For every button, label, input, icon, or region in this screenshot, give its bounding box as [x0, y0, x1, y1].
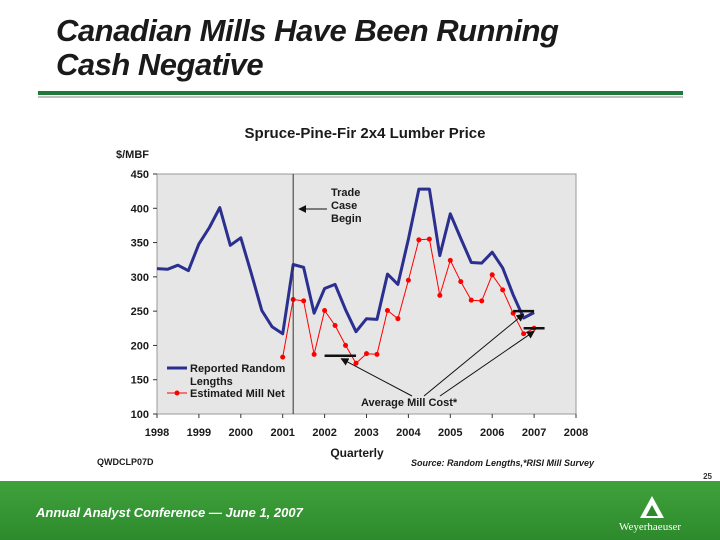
mill-net-point	[280, 354, 286, 360]
mill-net-point	[468, 297, 474, 303]
y-tick-label: 300	[131, 272, 149, 284]
x-tick-label: 2008	[564, 427, 588, 439]
x-tick-label: 2006	[480, 427, 504, 439]
y-tick-label: 250	[131, 306, 149, 318]
mill-net-point	[426, 236, 432, 242]
title-underline	[38, 91, 683, 95]
series-line-reported	[156, 187, 535, 336]
slide-title-line2: Cash Negative	[56, 47, 264, 82]
mill-net-point	[301, 298, 307, 304]
y-axis-label: $/MBF	[116, 149, 149, 161]
slide-code: QWDCLP07D	[97, 457, 154, 467]
trade-case-label: Trade Case Begin	[331, 187, 362, 225]
legend-marker-mill-net	[174, 390, 180, 396]
y-tick-label: 350	[131, 238, 149, 250]
y-tick-label: 100	[131, 409, 149, 421]
mill-net-point	[374, 351, 380, 357]
footer-text: Annual Analyst Conference — June 1, 2007	[36, 505, 303, 520]
mill-net-point	[521, 331, 527, 337]
mill-net-point	[343, 342, 349, 348]
mill-net-point	[353, 360, 359, 366]
x-tick-label: 2004	[396, 427, 421, 439]
plot-area	[156, 173, 577, 415]
mill-net-point	[364, 351, 369, 357]
x-tick-label: 2007	[522, 427, 546, 439]
x-tick-label: 2001	[270, 427, 294, 439]
mill-net-point	[489, 272, 495, 278]
mill-net-point	[405, 277, 411, 283]
title-underline-shadow	[38, 96, 683, 98]
mill-net-point	[458, 279, 464, 285]
slide-title: Canadian Mills Have Been Running Cash Ne…	[56, 14, 676, 82]
mill-net-point	[395, 316, 401, 322]
weyerhaeuser-logo-icon	[640, 496, 664, 518]
source-note: Source: Random Lengths,*RISI Mill Survey	[411, 458, 595, 468]
x-tick-label: 2002	[312, 427, 336, 439]
avg-mill-cost-label: Average Mill Cost*	[361, 397, 458, 409]
chart-title: Spruce-Pine-Fir 2x4 Lumber Price	[245, 125, 486, 142]
y-tick-label: 450	[131, 169, 149, 181]
mill-net-point	[500, 287, 506, 293]
avg-cost-arrow	[423, 313, 525, 397]
avg-cost-arrow	[439, 330, 535, 397]
x-tick-label: 2000	[229, 427, 253, 439]
mill-net-point	[322, 307, 328, 313]
x-axis-label: Quarterly	[330, 446, 384, 460]
lumber-price-chart: Spruce-Pine-Fir 2x4 Lumber Price $/MBF 1…	[97, 125, 595, 468]
x-tick-label: 1999	[187, 427, 211, 439]
mill-net-point	[384, 307, 390, 313]
y-tick-label: 400	[131, 203, 149, 215]
x-tick-label: 2005	[438, 427, 462, 439]
mill-net-point	[416, 237, 422, 243]
slide-number: 25	[703, 472, 712, 481]
mill-net-point	[311, 351, 317, 357]
mill-net-point	[447, 257, 453, 263]
mill-net-point	[479, 298, 485, 304]
footer-band	[0, 481, 720, 540]
y-tick-label: 150	[131, 375, 149, 387]
slide-title-line1: Canadian Mills Have Been Running	[56, 13, 559, 48]
logo-text: Weyerhaeuser	[619, 521, 682, 533]
x-tick-label: 1998	[145, 427, 169, 439]
legend-label-reported: Reported Random Lengths	[190, 363, 286, 388]
legend-label-mill-net: Estimated Mill Net	[190, 388, 285, 400]
avg-cost-arrow	[340, 358, 413, 397]
mill-net-point	[332, 323, 338, 329]
y-tick-label: 200	[131, 340, 149, 352]
x-tick-label: 2003	[354, 427, 378, 439]
mill-net-point	[437, 292, 443, 298]
